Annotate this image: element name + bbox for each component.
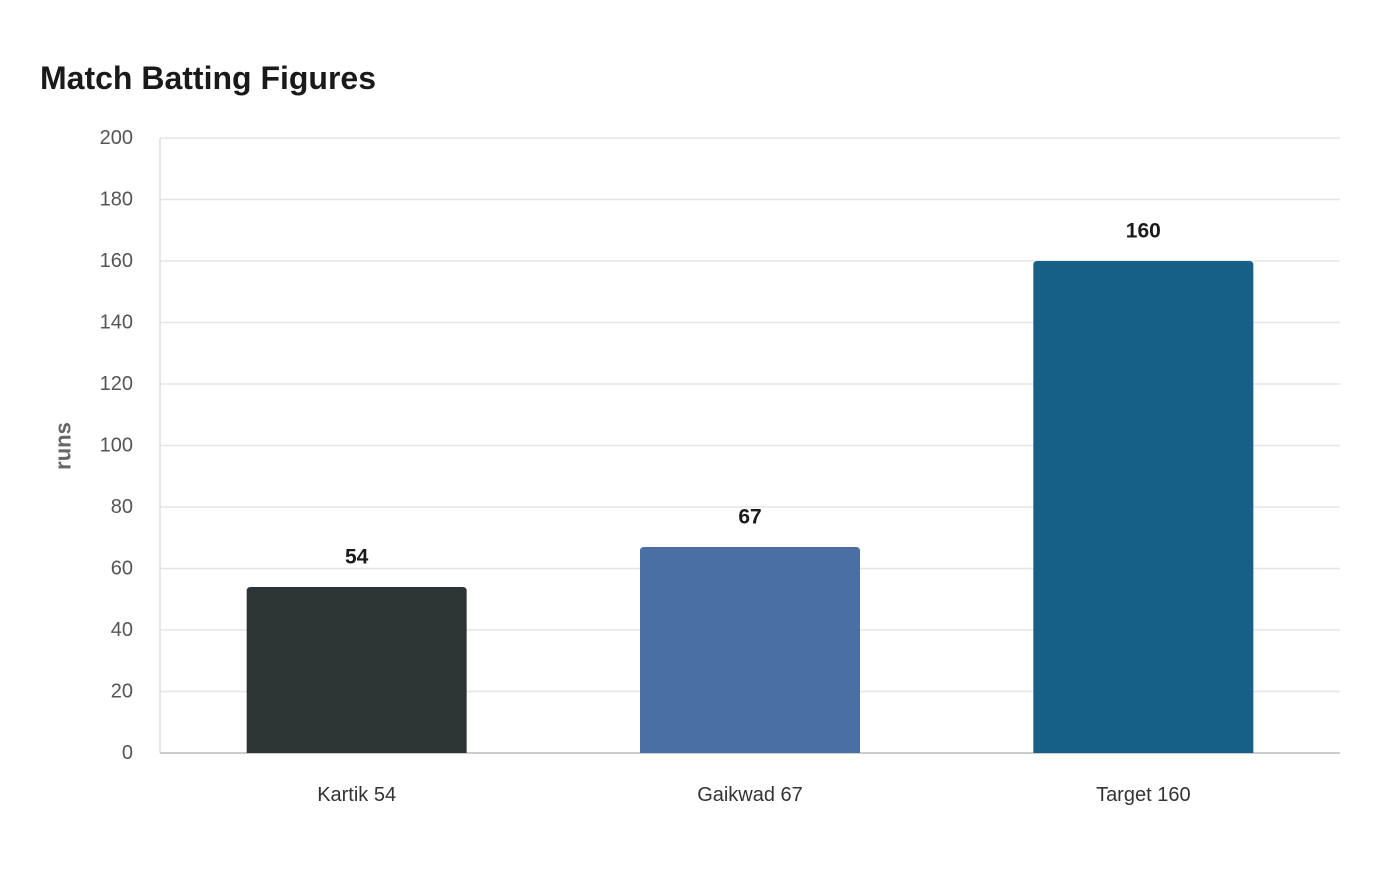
bar-3 <box>1033 261 1254 753</box>
y-tick-label: 160 <box>100 250 133 272</box>
y-tick-label: 20 <box>111 681 133 703</box>
y-tick-label: 60 <box>111 558 133 580</box>
y-tick-label: 0 <box>122 742 133 764</box>
chart-title: Match Batting Figures <box>40 60 377 96</box>
bar-2 <box>640 546 860 753</box>
data-label: 160 <box>1126 220 1161 243</box>
y-axis-title: runs <box>51 422 76 470</box>
y-tick-label: 100 <box>100 435 133 457</box>
data-label: 67 <box>738 505 761 528</box>
y-tick-label: 40 <box>111 619 133 641</box>
x-tick-label: Kartik 54 <box>317 784 396 806</box>
x-tick-label: Gaikwad 67 <box>697 784 803 806</box>
y-tick-label: 200 <box>100 127 133 149</box>
labels: 0 20 40 60 80 100 120 140 160 180 200 54 Kartik 54 67… <box>100 127 1191 806</box>
data-label: 54 <box>345 545 369 568</box>
y-tick-label: 140 <box>100 312 133 334</box>
y-tick-label: 180 <box>100 189 133 211</box>
x-tick-label: Target 160 <box>1096 784 1191 806</box>
bars <box>246 261 1254 753</box>
bar-1 <box>246 586 467 753</box>
y-tick-label: 80 <box>111 496 133 518</box>
y-tick-label: 120 <box>100 373 133 395</box>
